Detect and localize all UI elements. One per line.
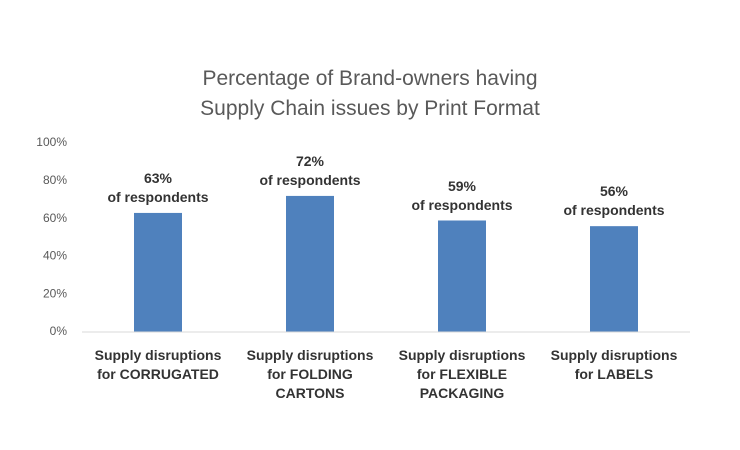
- bar: [590, 226, 638, 332]
- x-tick-label: Supply disruptions for CORRUGATED: [94, 347, 222, 382]
- x-tick-label: Supply disruptions for FLEXIBLE PACKAGIN…: [398, 347, 526, 401]
- data-label: 59% of respondents: [411, 177, 513, 213]
- x-tick-label: Supply disruptions for LABELS: [550, 347, 678, 382]
- data-label: 63% of respondents: [107, 169, 209, 205]
- x-tick-label: Supply disruptions for FOLDING CARTONS: [246, 347, 374, 401]
- y-tick-label: 20%: [43, 286, 67, 300]
- bar: [438, 220, 486, 332]
- y-tick-label: 60%: [43, 211, 67, 225]
- chart-title: Percentage of Brand-owners having Supply…: [200, 67, 540, 120]
- bar: [286, 195, 334, 332]
- data-label: 72% of respondents: [259, 152, 361, 188]
- bar: [134, 212, 182, 332]
- y-tick-label: 40%: [43, 249, 67, 263]
- y-tick-label: 100%: [36, 135, 67, 149]
- data-label: 56% of respondents: [563, 183, 665, 219]
- y-tick-label: 80%: [43, 173, 67, 187]
- y-tick-label: 0%: [50, 324, 68, 338]
